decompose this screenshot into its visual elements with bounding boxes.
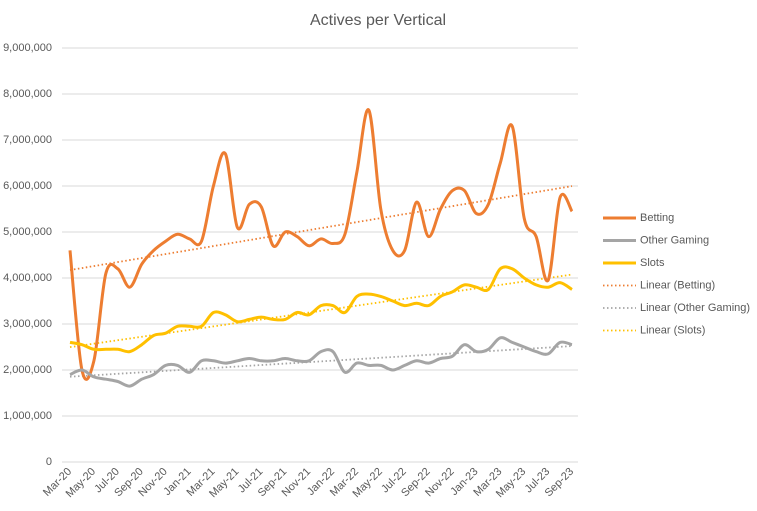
y-tick-label: 9,000,000 <box>3 42 52 54</box>
y-tick-label: 2,000,000 <box>3 364 52 376</box>
y-tick-label: 7,000,000 <box>3 134 52 146</box>
y-tick-label: 5,000,000 <box>3 226 52 238</box>
legend-label: Linear (Other Gaming) <box>640 302 750 314</box>
y-tick-label: 3,000,000 <box>3 318 52 330</box>
chart-title: Actives per Vertical <box>310 12 446 29</box>
y-tick-label: 1,000,000 <box>3 410 52 422</box>
series-line <box>69 265 573 354</box>
legend-label: Linear (Betting) <box>640 279 715 291</box>
y-tick-label: 0 <box>46 456 52 468</box>
trendline <box>69 273 573 349</box>
y-tick-label: 8,000,000 <box>3 88 52 100</box>
legend-label: Other Gaming <box>640 234 709 246</box>
legend-label: Slots <box>640 257 665 269</box>
y-tick-label: 4,000,000 <box>3 272 52 284</box>
y-tick-label: 6,000,000 <box>3 180 52 192</box>
series-line <box>68 108 574 381</box>
legend-label: Betting <box>640 212 674 224</box>
legend-label: Linear (Slots) <box>640 324 705 336</box>
series-line <box>69 336 573 388</box>
trendline <box>69 185 573 271</box>
